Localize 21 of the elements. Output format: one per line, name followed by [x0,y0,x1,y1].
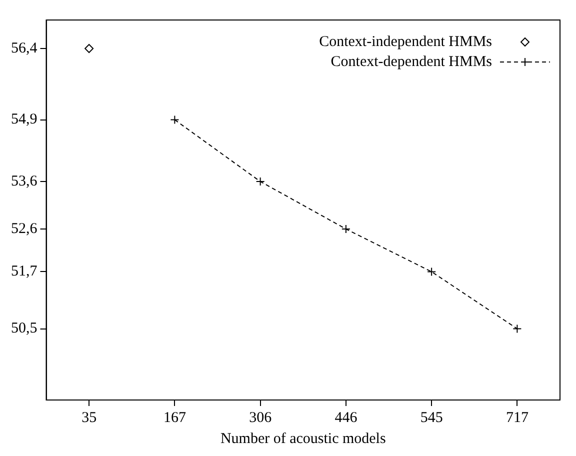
x-tick-label: 446 [334,410,358,426]
y-tick-label: 50,5 [11,320,38,337]
point [512,324,522,334]
y-tick-label: 51,7 [11,264,38,280]
legend-label: Context-dependent HMMs [330,54,492,70]
x-tick-label: 35 [82,410,97,426]
y-tick-label: 56,4 [11,40,38,56]
y-tick-label: 53,6 [11,173,38,190]
x-tick-label: 167 [163,410,186,426]
x-axis-title: Number of acoustic models [220,430,386,447]
point [341,224,350,234]
x-tick-label: 545 [420,410,443,426]
point [84,44,94,53]
y-tick-label: 54,9 [11,112,38,128]
x-tick-label: 717 [506,410,529,426]
point [256,177,265,186]
point [427,267,436,276]
point [170,115,180,124]
legend-label: Context-independent HMMs [319,34,492,50]
x-tick-label: 306 [249,410,272,426]
y-tick-label: 52,6 [11,220,38,237]
